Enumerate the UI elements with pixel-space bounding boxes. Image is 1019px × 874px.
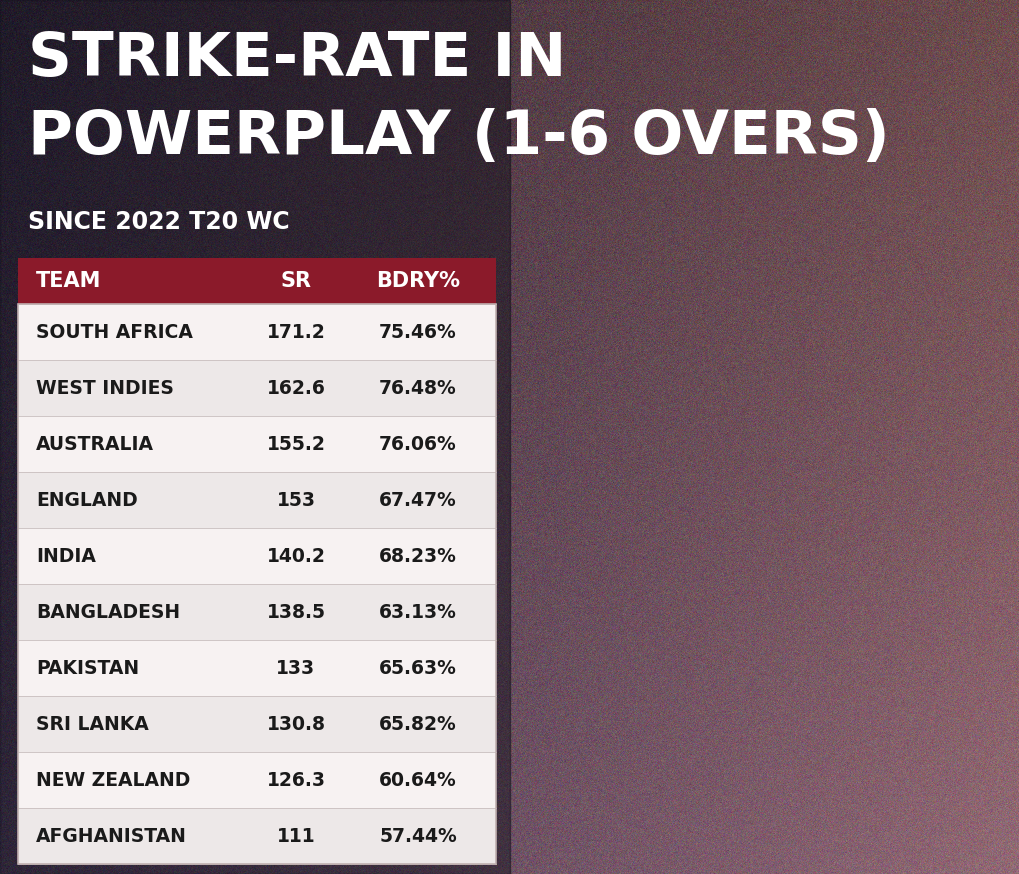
Text: 130.8: 130.8 xyxy=(267,715,325,733)
Text: BANGLADESH: BANGLADESH xyxy=(36,602,180,621)
Text: 65.63%: 65.63% xyxy=(379,658,457,677)
Text: 162.6: 162.6 xyxy=(267,378,325,398)
Text: SR: SR xyxy=(280,271,312,291)
Bar xyxy=(18,752,496,808)
Text: 133: 133 xyxy=(276,658,316,677)
Text: 155.2: 155.2 xyxy=(267,434,325,454)
Bar xyxy=(18,696,496,752)
Text: 60.64%: 60.64% xyxy=(379,771,457,789)
Text: SOUTH AFRICA: SOUTH AFRICA xyxy=(36,323,193,342)
Bar xyxy=(18,416,496,472)
Text: ENGLAND: ENGLAND xyxy=(36,490,138,510)
Text: 111: 111 xyxy=(277,827,315,845)
Text: 126.3: 126.3 xyxy=(267,771,325,789)
Bar xyxy=(18,472,496,528)
Bar xyxy=(18,528,496,584)
Text: 75.46%: 75.46% xyxy=(379,323,457,342)
Bar xyxy=(18,304,496,864)
Text: AFGHANISTAN: AFGHANISTAN xyxy=(36,827,186,845)
Text: 68.23%: 68.23% xyxy=(379,546,457,565)
Bar xyxy=(18,640,496,696)
Text: 57.44%: 57.44% xyxy=(379,827,457,845)
Bar xyxy=(18,808,496,864)
Text: 138.5: 138.5 xyxy=(267,602,325,621)
Bar xyxy=(18,304,496,360)
Text: PAKISTAN: PAKISTAN xyxy=(36,658,140,677)
Text: 65.82%: 65.82% xyxy=(379,715,457,733)
Text: 76.06%: 76.06% xyxy=(379,434,457,454)
Text: NEW ZEALAND: NEW ZEALAND xyxy=(36,771,191,789)
Text: TEAM: TEAM xyxy=(36,271,101,291)
Bar xyxy=(18,584,496,640)
Text: SINCE 2022 T20 WC: SINCE 2022 T20 WC xyxy=(28,210,289,234)
Text: 171.2: 171.2 xyxy=(267,323,325,342)
Text: BDRY%: BDRY% xyxy=(376,271,460,291)
Bar xyxy=(0,0,510,874)
Bar xyxy=(18,258,496,304)
Text: STRIKE-RATE IN: STRIKE-RATE IN xyxy=(28,30,567,89)
Text: 76.48%: 76.48% xyxy=(379,378,457,398)
Text: INDIA: INDIA xyxy=(36,546,96,565)
Text: WEST INDIES: WEST INDIES xyxy=(36,378,174,398)
Text: 63.13%: 63.13% xyxy=(379,602,457,621)
Text: 67.47%: 67.47% xyxy=(379,490,457,510)
Text: SRI LANKA: SRI LANKA xyxy=(36,715,149,733)
Text: 140.2: 140.2 xyxy=(267,546,325,565)
Text: 153: 153 xyxy=(276,490,316,510)
Text: AUSTRALIA: AUSTRALIA xyxy=(36,434,154,454)
Text: POWERPLAY (1-6 OVERS): POWERPLAY (1-6 OVERS) xyxy=(28,108,890,167)
Bar xyxy=(18,360,496,416)
